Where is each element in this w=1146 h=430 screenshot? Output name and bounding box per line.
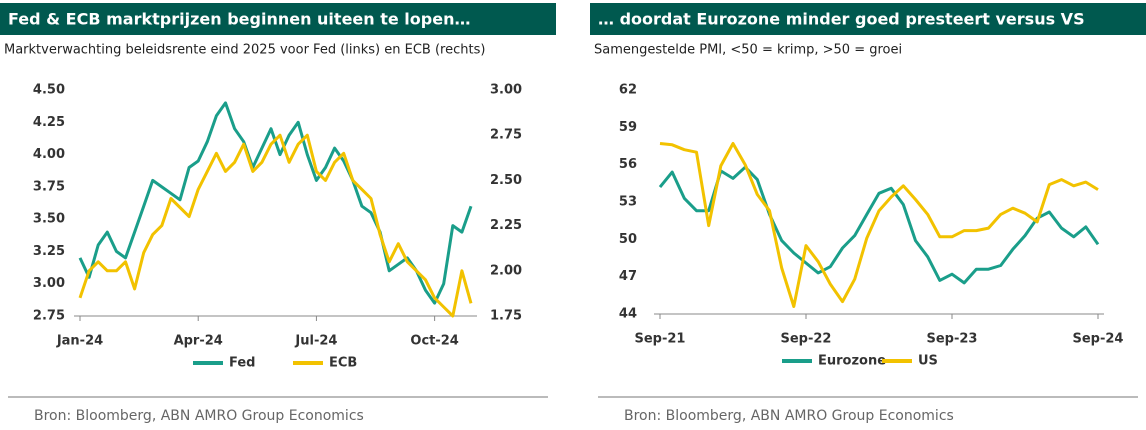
legend-label: Eurozone [818,354,886,369]
y2-tick-label: 1.75 [490,309,522,324]
y-tick-label: 3.00 [33,276,65,291]
y2-tick-label: 2.25 [490,218,522,233]
x-tick-label: Sep-24 [1073,332,1124,347]
source: Bron: Bloomberg, ABN AMRO Group Economic… [34,408,364,424]
y-tick-label: 56 [619,157,637,172]
series-line [78,133,473,318]
y-tick-label: 44 [619,307,637,322]
legend-label: ECB [329,356,357,371]
y-tick-label: 4.50 [33,83,65,98]
x-tick-label: Oct-24 [410,334,458,349]
chart-title: … doordat Eurozone minder goed presteert… [598,10,1085,29]
y2-tick-label: 2.00 [490,263,522,278]
y2-tick-label: 2.50 [490,173,522,188]
y-tick-label: 62 [619,83,637,98]
legend-label: US [918,354,938,369]
x-tick-label: Jan-24 [56,334,103,349]
y-tick-label: 50 [619,232,637,247]
y-tick-label: 2.75 [33,309,65,324]
y-tick-label: 4.25 [33,115,65,130]
series-line [659,142,1099,308]
x-tick-label: Sep-23 [927,332,978,347]
x-tick-label: Sep-21 [635,332,686,347]
legend-label: Fed [229,356,255,371]
y-tick-label: 47 [619,269,637,284]
chart-subtitle: Marktverwachting beleidsrente eind 2025 … [4,43,485,58]
y-tick-label: 3.75 [33,179,65,194]
y-tick-label: 59 [619,120,637,135]
y-tick-label: 3.25 [33,244,65,259]
x-tick-label: Sep-22 [781,332,832,347]
x-tick-label: Jul-24 [294,334,337,349]
header-bar [590,3,1146,35]
y2-tick-label: 3.00 [490,83,522,98]
y-tick-label: 4.00 [33,147,65,162]
series-line [658,165,1100,285]
y2-tick-label: 2.75 [490,128,522,143]
chart-subtitle: Samengestelde PMI, <50 = krimp, >50 = gr… [594,43,902,58]
y-tick-label: 53 [619,195,637,210]
y-tick-label: 3.50 [33,212,65,227]
chart-title: Fed & ECB marktprijzen beginnen uiteen t… [8,10,470,29]
source: Bron: Bloomberg, ABN AMRO Group Economic… [624,408,954,424]
header-bar [0,3,556,35]
x-tick-label: Apr-24 [174,334,223,349]
